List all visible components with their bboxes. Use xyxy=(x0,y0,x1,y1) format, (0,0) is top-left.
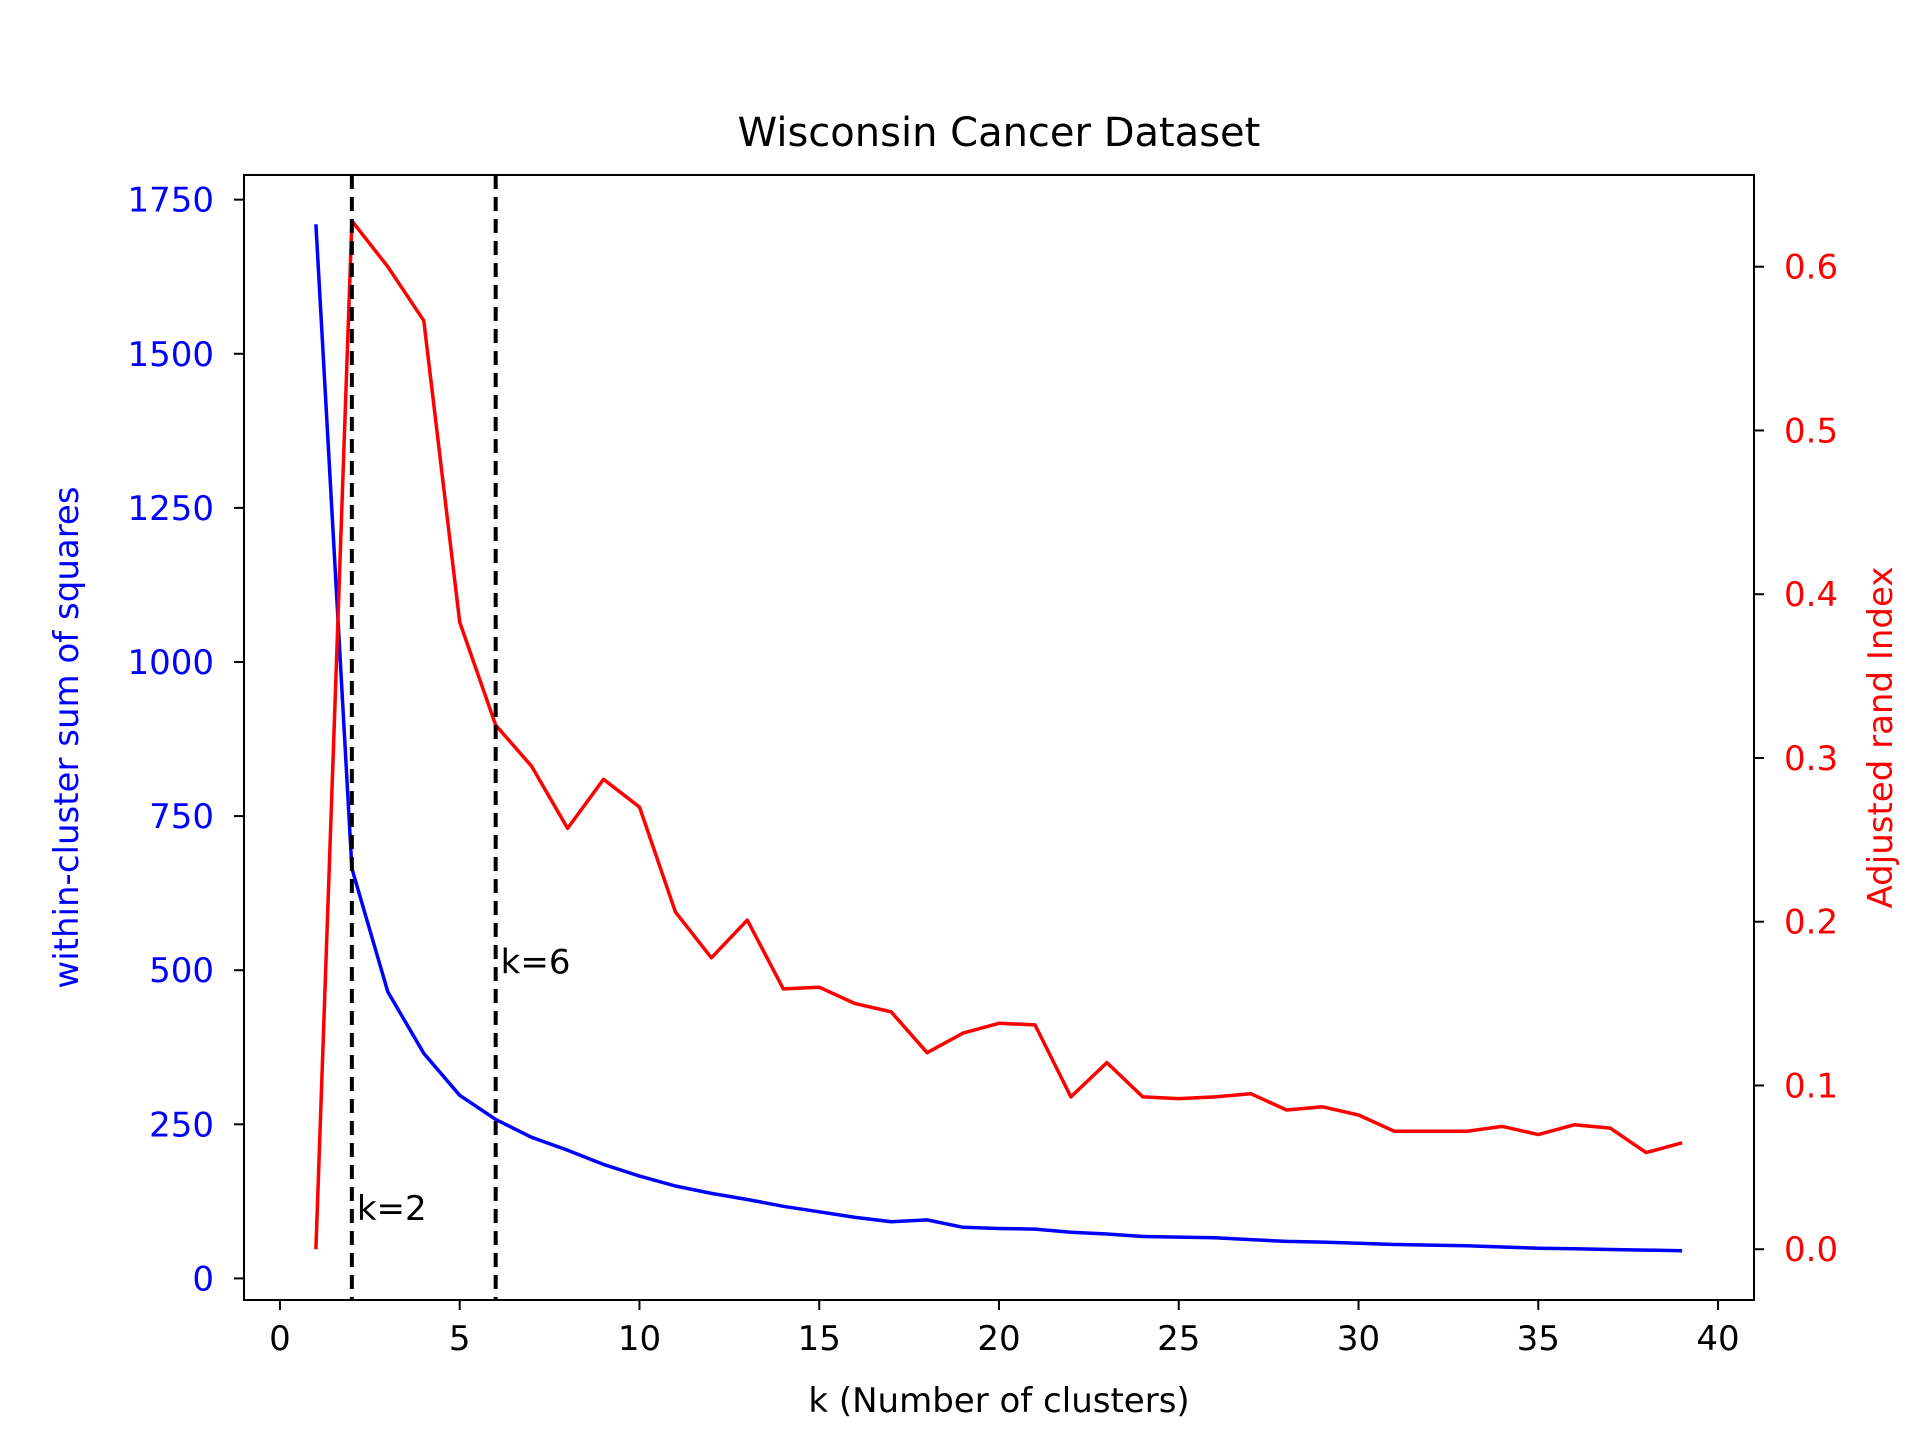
y-axis-label-right: Adjusted rand Index xyxy=(1861,567,1901,909)
y-left-tick-label: 750 xyxy=(149,797,214,837)
x-tick-label: 0 xyxy=(269,1319,291,1359)
y-left-tick-label: 500 xyxy=(149,951,214,991)
y-left-tick-label: 0 xyxy=(192,1259,214,1299)
x-tick-label: 20 xyxy=(977,1319,1020,1359)
y-left-tick-label: 1750 xyxy=(127,181,214,221)
y-right-tick-label: 0.4 xyxy=(1784,575,1838,615)
y-right-tick-label: 0.0 xyxy=(1784,1230,1838,1270)
y-right-tick-label: 0.3 xyxy=(1784,739,1838,779)
y-left-tick-label: 1000 xyxy=(127,643,214,683)
series-line-wcss xyxy=(314,224,1683,1253)
y-left-tick-label: 1500 xyxy=(127,335,214,375)
y-right-tick-label: 0.1 xyxy=(1784,1066,1838,1106)
y-right-tick-label: 0.5 xyxy=(1784,411,1838,451)
x-tick-label: 15 xyxy=(798,1319,841,1359)
x-tick-label: 5 xyxy=(449,1319,471,1359)
y-left-tick-label: 250 xyxy=(149,1105,214,1145)
chart-title: Wisconsin Cancer Dataset xyxy=(738,110,1261,156)
x-axis-label: k (Number of clusters) xyxy=(808,1381,1189,1421)
y-axis-label-left: within-cluster sum of squares xyxy=(47,486,87,988)
vline-label-k6: k=6 xyxy=(501,942,571,982)
x-tick-label: 30 xyxy=(1337,1319,1380,1359)
y-left-tick-label: 1250 xyxy=(127,489,214,529)
x-tick-label: 35 xyxy=(1517,1319,1560,1359)
y-right-tick-label: 0.6 xyxy=(1784,248,1838,288)
series-line-ari xyxy=(314,219,1683,1250)
x-tick-label: 25 xyxy=(1157,1319,1200,1359)
y-right-tick-label: 0.2 xyxy=(1784,903,1838,943)
vline-label-k2: k=2 xyxy=(357,1189,427,1229)
x-tick-label: 40 xyxy=(1696,1319,1739,1359)
x-tick-label: 10 xyxy=(618,1319,661,1359)
